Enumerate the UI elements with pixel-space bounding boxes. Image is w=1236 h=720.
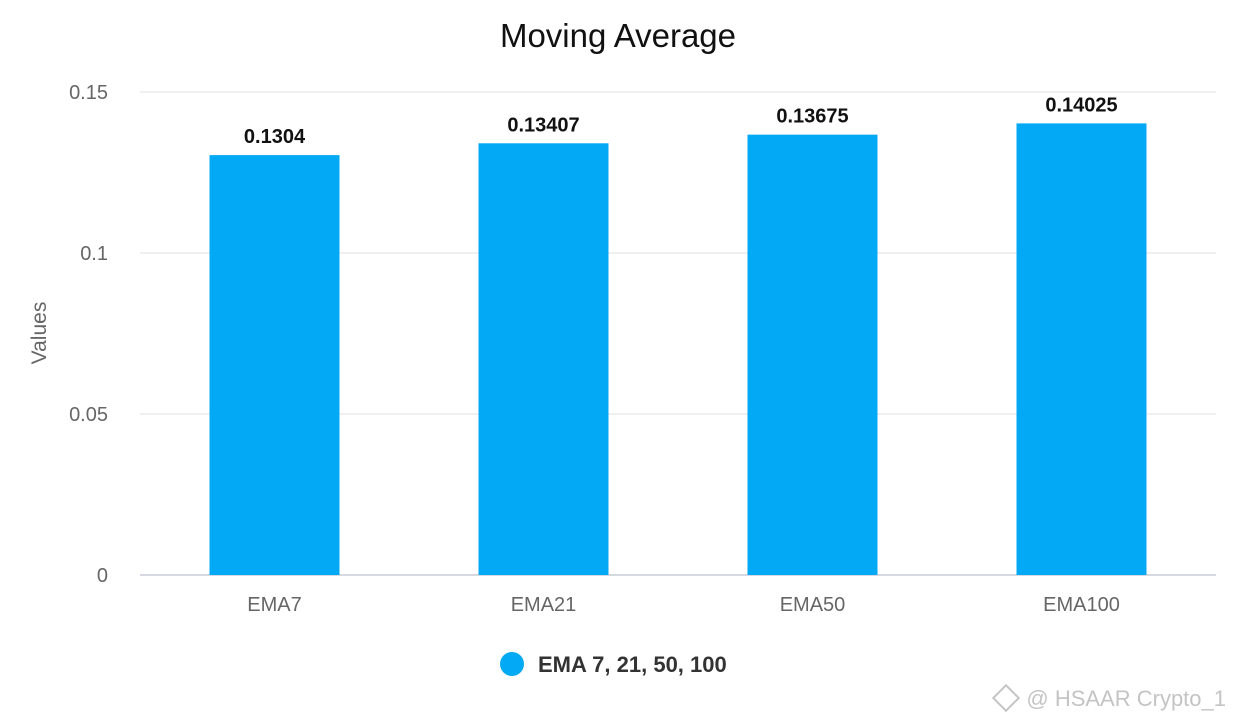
y-axis-title: Values <box>28 302 51 365</box>
chart-title: Moving Average <box>500 17 736 54</box>
data-label-ema21: 0.13407 <box>507 114 579 136</box>
y-tick-label: 0 <box>97 565 108 587</box>
y-tick-label: 0.05 <box>69 404 108 426</box>
bar-ema7[interactable] <box>209 155 340 575</box>
watermark-text: @ HSAAR Crypto_1 <box>1026 686 1226 711</box>
diamond-logo-icon <box>992 684 1021 713</box>
x-tick-label: EMA50 <box>780 594 846 616</box>
bars <box>209 123 1147 576</box>
data-label-ema100: 0.14025 <box>1045 94 1117 116</box>
y-axis-ticks: 0 0.05 0.1 0.15 <box>69 82 108 587</box>
data-label-ema7: 0.1304 <box>244 126 306 148</box>
legend[interactable]: EMA 7, 21, 50, 100 <box>500 652 727 677</box>
legend-label: EMA 7, 21, 50, 100 <box>538 652 727 677</box>
bar-ema21[interactable] <box>478 143 609 575</box>
legend-swatch-icon <box>500 652 524 676</box>
bar-ema100[interactable] <box>1016 123 1147 576</box>
data-labels: 0.1304 0.13407 0.13675 0.14025 <box>244 94 1118 148</box>
x-axis-ticks: EMA7 EMA21 EMA50 EMA100 <box>247 594 1120 616</box>
y-tick-label: 0.1 <box>80 243 108 265</box>
data-label-ema50: 0.13675 <box>776 106 848 128</box>
y-tick-label: 0.15 <box>69 82 108 104</box>
x-tick-label: EMA100 <box>1043 594 1120 616</box>
watermark: @ HSAAR Crypto_1 <box>992 684 1226 713</box>
bar-ema50[interactable] <box>747 134 878 576</box>
x-tick-label: EMA7 <box>247 594 301 616</box>
x-tick-label: EMA21 <box>511 594 577 616</box>
